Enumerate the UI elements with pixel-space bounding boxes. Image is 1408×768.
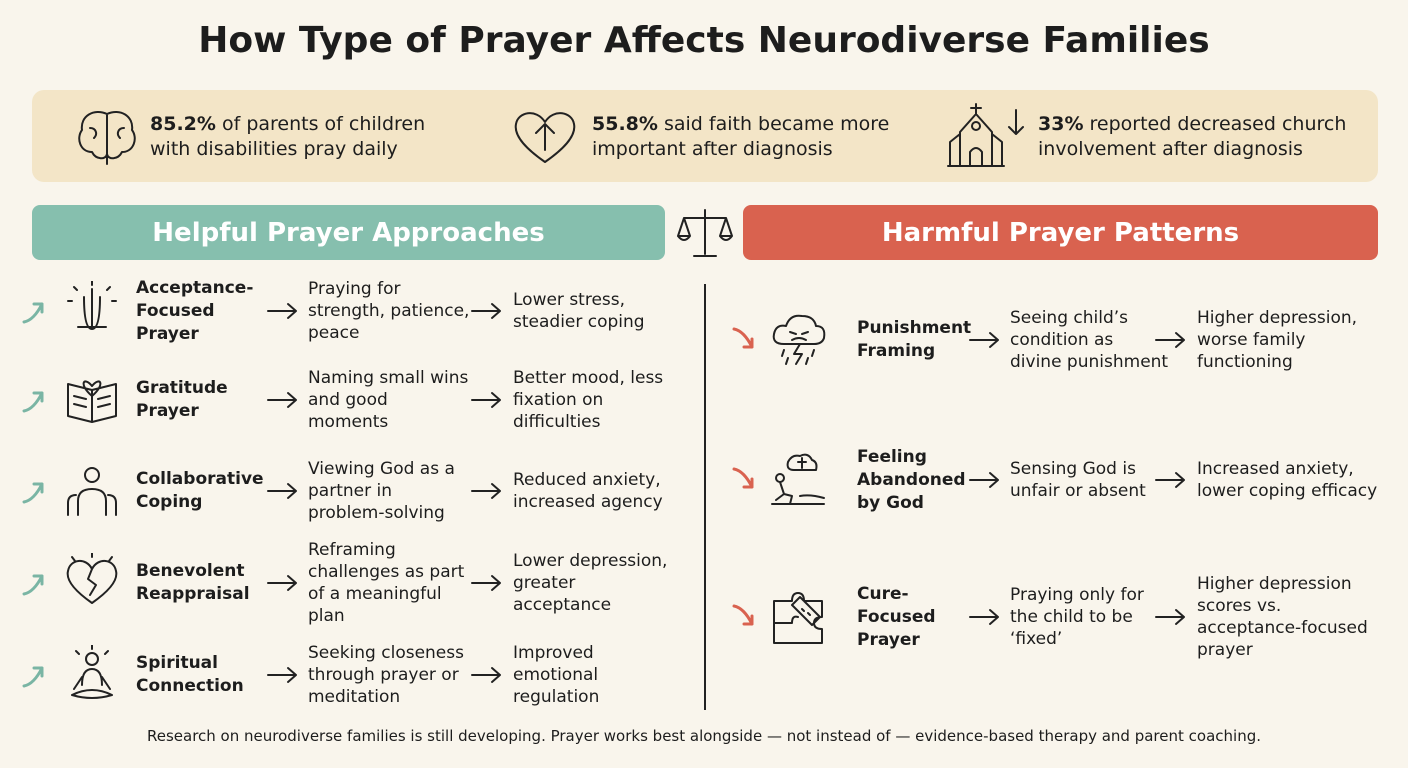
- trend-arrow: [732, 604, 754, 626]
- row-icon: [67, 281, 117, 330]
- arrow: [471, 483, 501, 499]
- arrow: [969, 332, 999, 348]
- stats-panel: [32, 90, 1378, 182]
- practice: Reframing challenges as part of a meanin…: [308, 540, 465, 626]
- arrow: [471, 575, 501, 591]
- trend-arrow: [22, 302, 44, 324]
- practice: Seeing child’s condition as divine punis…: [1010, 308, 1169, 372]
- arrow: [471, 303, 501, 319]
- row-icon: [67, 467, 117, 516]
- harmful-heading: Harmful Prayer Patterns: [743, 205, 1378, 260]
- outcome: Improved emotional regulation: [513, 643, 600, 707]
- stat: 85.2% of parents of children with disabi…: [150, 112, 450, 162]
- approach-name: Gratitude Prayer: [136, 378, 228, 421]
- stat-text: reported decreased church involvement af…: [1038, 113, 1347, 160]
- outcome: Better mood, less fixation on difficulti…: [513, 368, 664, 432]
- approach-name: Acceptance-Focused Prayer: [136, 277, 254, 344]
- outcome: Lower depression, greater acceptance: [513, 551, 668, 615]
- row-icon: [771, 453, 825, 505]
- approach-name: Benevolent Reappraisal: [136, 561, 250, 604]
- trend-arrow: [732, 327, 754, 349]
- stat: 55.8% said faith became more important a…: [592, 112, 902, 162]
- arrow: [267, 392, 297, 408]
- arrow: [471, 392, 501, 408]
- arrow: [267, 575, 297, 591]
- stat-highlight: 33%: [1038, 113, 1084, 135]
- practice: Praying for strength, patience, peace: [308, 279, 470, 343]
- outcome: Increased anxiety, lower coping efficacy: [1197, 459, 1378, 501]
- church-icon: [947, 103, 1024, 167]
- arrow: [267, 483, 297, 499]
- stat-text: of parents of children with disabilities…: [150, 113, 426, 160]
- trend-arrow: [22, 482, 44, 504]
- footer: Research on neurodiverse families is sti…: [146, 727, 1261, 745]
- stat-text: said faith became more important after d…: [592, 113, 890, 160]
- scales-icon: [677, 209, 733, 257]
- practice: Seeking closeness through prayer or medi…: [308, 643, 464, 707]
- outcome: Higher depression, worse family function…: [1197, 308, 1358, 372]
- stat-highlight: 85.2%: [150, 113, 216, 135]
- arrow: [969, 609, 999, 625]
- divider: [704, 284, 706, 710]
- arrow: [969, 472, 999, 488]
- arrow: [471, 667, 501, 683]
- approach-name: Punishment Framing: [857, 318, 972, 361]
- approach-name: Collaborative Coping: [136, 469, 264, 512]
- practice: Viewing God as a partner in problem-solv…: [308, 459, 455, 523]
- trend-arrow: [22, 391, 44, 413]
- approach-name: Cure-Focused Prayer: [857, 583, 936, 650]
- row-icon: [66, 553, 118, 604]
- trend-arrow: [22, 574, 44, 596]
- arrow: [1155, 472, 1185, 488]
- arrow: [267, 303, 297, 319]
- stat-highlight: 55.8%: [592, 113, 658, 135]
- arrow: [1155, 609, 1185, 625]
- stat: 33% reported decreased church involvemen…: [1038, 112, 1358, 162]
- practice: Sensing God is unfair or absent: [1010, 459, 1146, 501]
- trend-arrow: [732, 467, 754, 489]
- outcome: Lower stress, steadier coping: [513, 290, 645, 332]
- row-icon: [71, 645, 113, 699]
- approach-name: Spiritual Connection: [136, 653, 244, 696]
- row-icon: [773, 592, 823, 644]
- outcome: Reduced anxiety, increased agency: [513, 470, 663, 512]
- arrow: [267, 667, 297, 683]
- title: How Type of Prayer Affects Neurodiverse …: [198, 20, 1210, 61]
- arrow: [1155, 332, 1185, 348]
- trend-arrow: [22, 666, 44, 688]
- approach-name: Feeling Abandoned by God: [857, 446, 966, 513]
- practice: Praying only for the child to be ‘fixed’: [1010, 585, 1144, 649]
- helpful-heading: Helpful Prayer Approaches: [32, 205, 665, 260]
- row-icon: [772, 314, 826, 365]
- practice: Naming small wins and good moments: [308, 368, 469, 432]
- row-icon: [67, 380, 117, 423]
- brain-icon: [78, 111, 136, 165]
- outcome: Higher depression scores vs. acceptance-…: [1197, 574, 1368, 660]
- heart-icon: [514, 112, 576, 163]
